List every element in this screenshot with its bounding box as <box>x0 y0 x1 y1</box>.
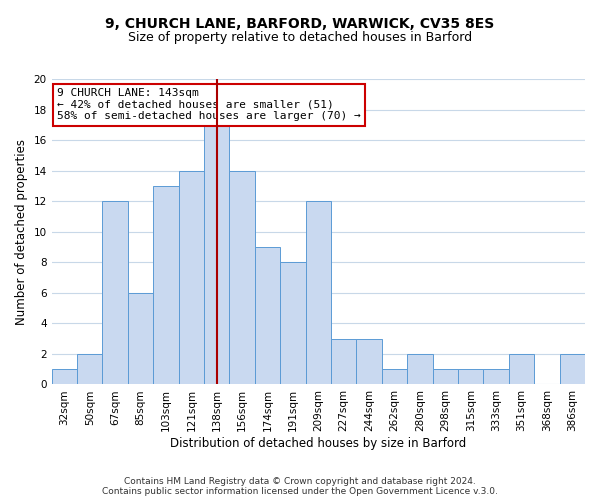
Bar <box>356 338 382 384</box>
Bar <box>305 201 331 384</box>
X-axis label: Distribution of detached houses by size in Barford: Distribution of detached houses by size … <box>170 437 466 450</box>
Bar <box>407 354 433 384</box>
Y-axis label: Number of detached properties: Number of detached properties <box>15 138 28 324</box>
Bar <box>331 338 356 384</box>
Bar <box>484 369 509 384</box>
Bar <box>52 369 77 384</box>
Text: 9 CHURCH LANE: 143sqm
← 42% of detached houses are smaller (51)
58% of semi-deta: 9 CHURCH LANE: 143sqm ← 42% of detached … <box>57 88 361 122</box>
Bar <box>153 186 179 384</box>
Text: 9, CHURCH LANE, BARFORD, WARWICK, CV35 8ES: 9, CHURCH LANE, BARFORD, WARWICK, CV35 8… <box>106 18 494 32</box>
Text: Size of property relative to detached houses in Barford: Size of property relative to detached ho… <box>128 31 472 44</box>
Text: Contains HM Land Registry data © Crown copyright and database right 2024.: Contains HM Land Registry data © Crown c… <box>124 476 476 486</box>
Bar <box>128 293 153 384</box>
Bar <box>255 247 280 384</box>
Bar <box>433 369 458 384</box>
Bar <box>560 354 585 384</box>
Bar <box>103 201 128 384</box>
Text: Contains public sector information licensed under the Open Government Licence v.: Contains public sector information licen… <box>102 486 498 496</box>
Bar <box>229 170 255 384</box>
Bar <box>458 369 484 384</box>
Bar <box>204 125 229 384</box>
Bar <box>509 354 534 384</box>
Bar <box>179 170 204 384</box>
Bar <box>382 369 407 384</box>
Bar <box>77 354 103 384</box>
Bar <box>280 262 305 384</box>
